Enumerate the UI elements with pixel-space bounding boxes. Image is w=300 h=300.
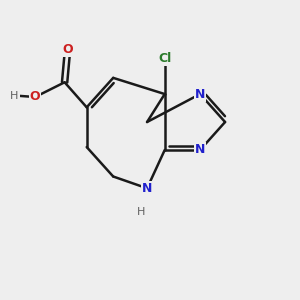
Text: H: H [11, 91, 19, 100]
Text: N: N [142, 182, 152, 195]
Text: H: H [137, 207, 146, 217]
Text: O: O [62, 44, 73, 56]
Text: Cl: Cl [158, 52, 171, 65]
Text: N: N [195, 88, 205, 100]
Text: O: O [30, 91, 40, 103]
Text: N: N [195, 143, 205, 157]
